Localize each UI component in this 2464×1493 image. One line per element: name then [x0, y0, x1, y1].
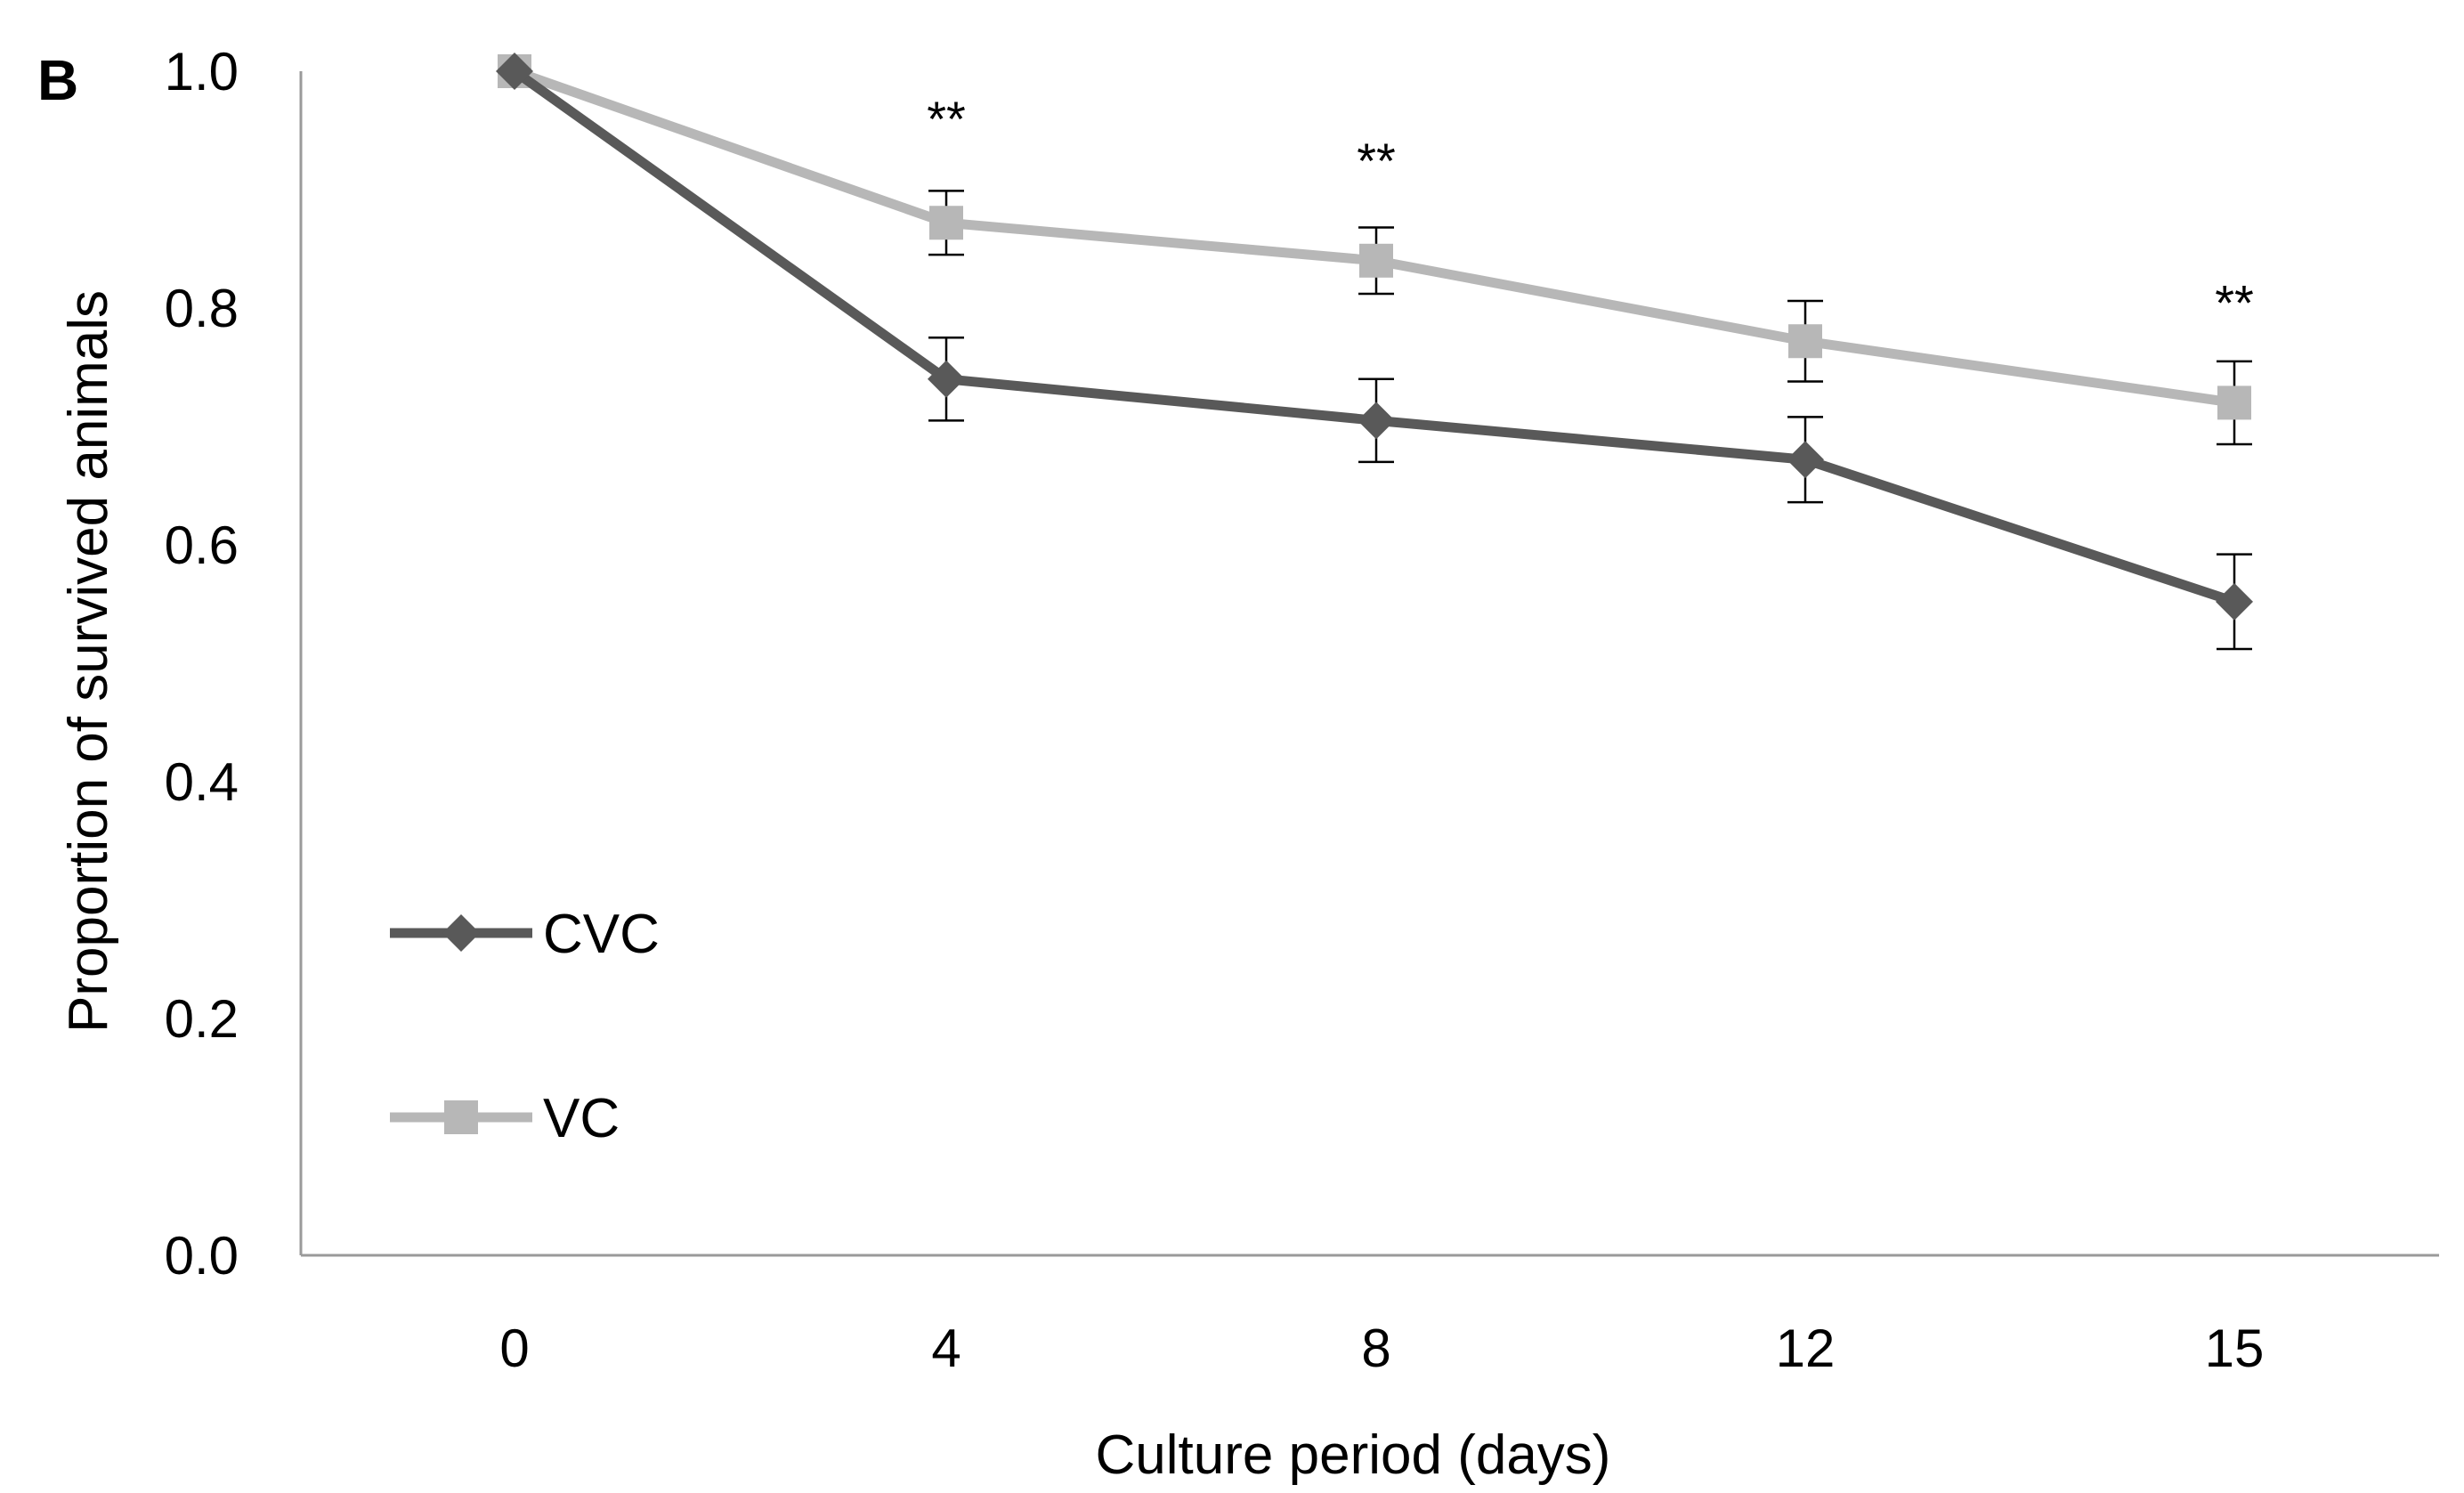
significance-annotations: ** ** **	[927, 91, 2254, 330]
x-tick-label: 15	[2205, 1319, 2265, 1378]
data-point	[929, 206, 963, 240]
y-axis-title: Proportion of survived animals	[58, 290, 119, 1033]
legend: CVC VC	[390, 904, 660, 1149]
x-tick-label: 0	[499, 1319, 529, 1378]
data-point	[1359, 243, 1393, 278]
significance-marker: **	[2215, 274, 2254, 330]
series-cvc	[496, 53, 2253, 651]
data-point	[1788, 324, 1822, 359]
series-layer	[496, 53, 2253, 651]
data-point	[1787, 441, 1824, 479]
legend-swatch-marker	[444, 1100, 478, 1134]
legend-label: CVC	[543, 904, 660, 965]
significance-marker: **	[1357, 133, 1396, 189]
legend-item-cvc: CVC	[390, 904, 660, 965]
x-tick-label: 12	[1776, 1319, 1836, 1378]
y-tick-label: 1.0	[165, 42, 239, 101]
y-tick-label: 0.6	[165, 515, 239, 575]
x-tick-label: 8	[1361, 1319, 1390, 1378]
y-tick-label: 0.8	[165, 279, 239, 338]
data-point	[928, 360, 965, 398]
data-point	[2216, 582, 2253, 621]
y-tick-label: 0.4	[165, 752, 239, 812]
y-tick-label: 0.0	[165, 1226, 239, 1286]
axes	[299, 71, 2439, 1257]
x-tick-label: 4	[931, 1319, 960, 1378]
x-axis-title: Culture period (days)	[1096, 1424, 1611, 1486]
series-line-vc	[513, 66, 2235, 408]
y-tick-labels: 0.0 0.2 0.4 0.6 0.8 1.0	[165, 42, 239, 1286]
legend-item-vc: VC	[390, 1088, 620, 1149]
data-point	[496, 53, 533, 90]
legend-swatch-marker	[442, 914, 480, 952]
data-point	[1358, 402, 1395, 440]
data-point	[2217, 385, 2251, 420]
y-tick-label: 0.2	[165, 989, 239, 1049]
legend-label: VC	[543, 1088, 620, 1149]
x-tick-labels: 0 4 8 12 15	[499, 1319, 2264, 1378]
significance-marker: **	[927, 91, 966, 147]
panel-label: B	[37, 48, 78, 112]
